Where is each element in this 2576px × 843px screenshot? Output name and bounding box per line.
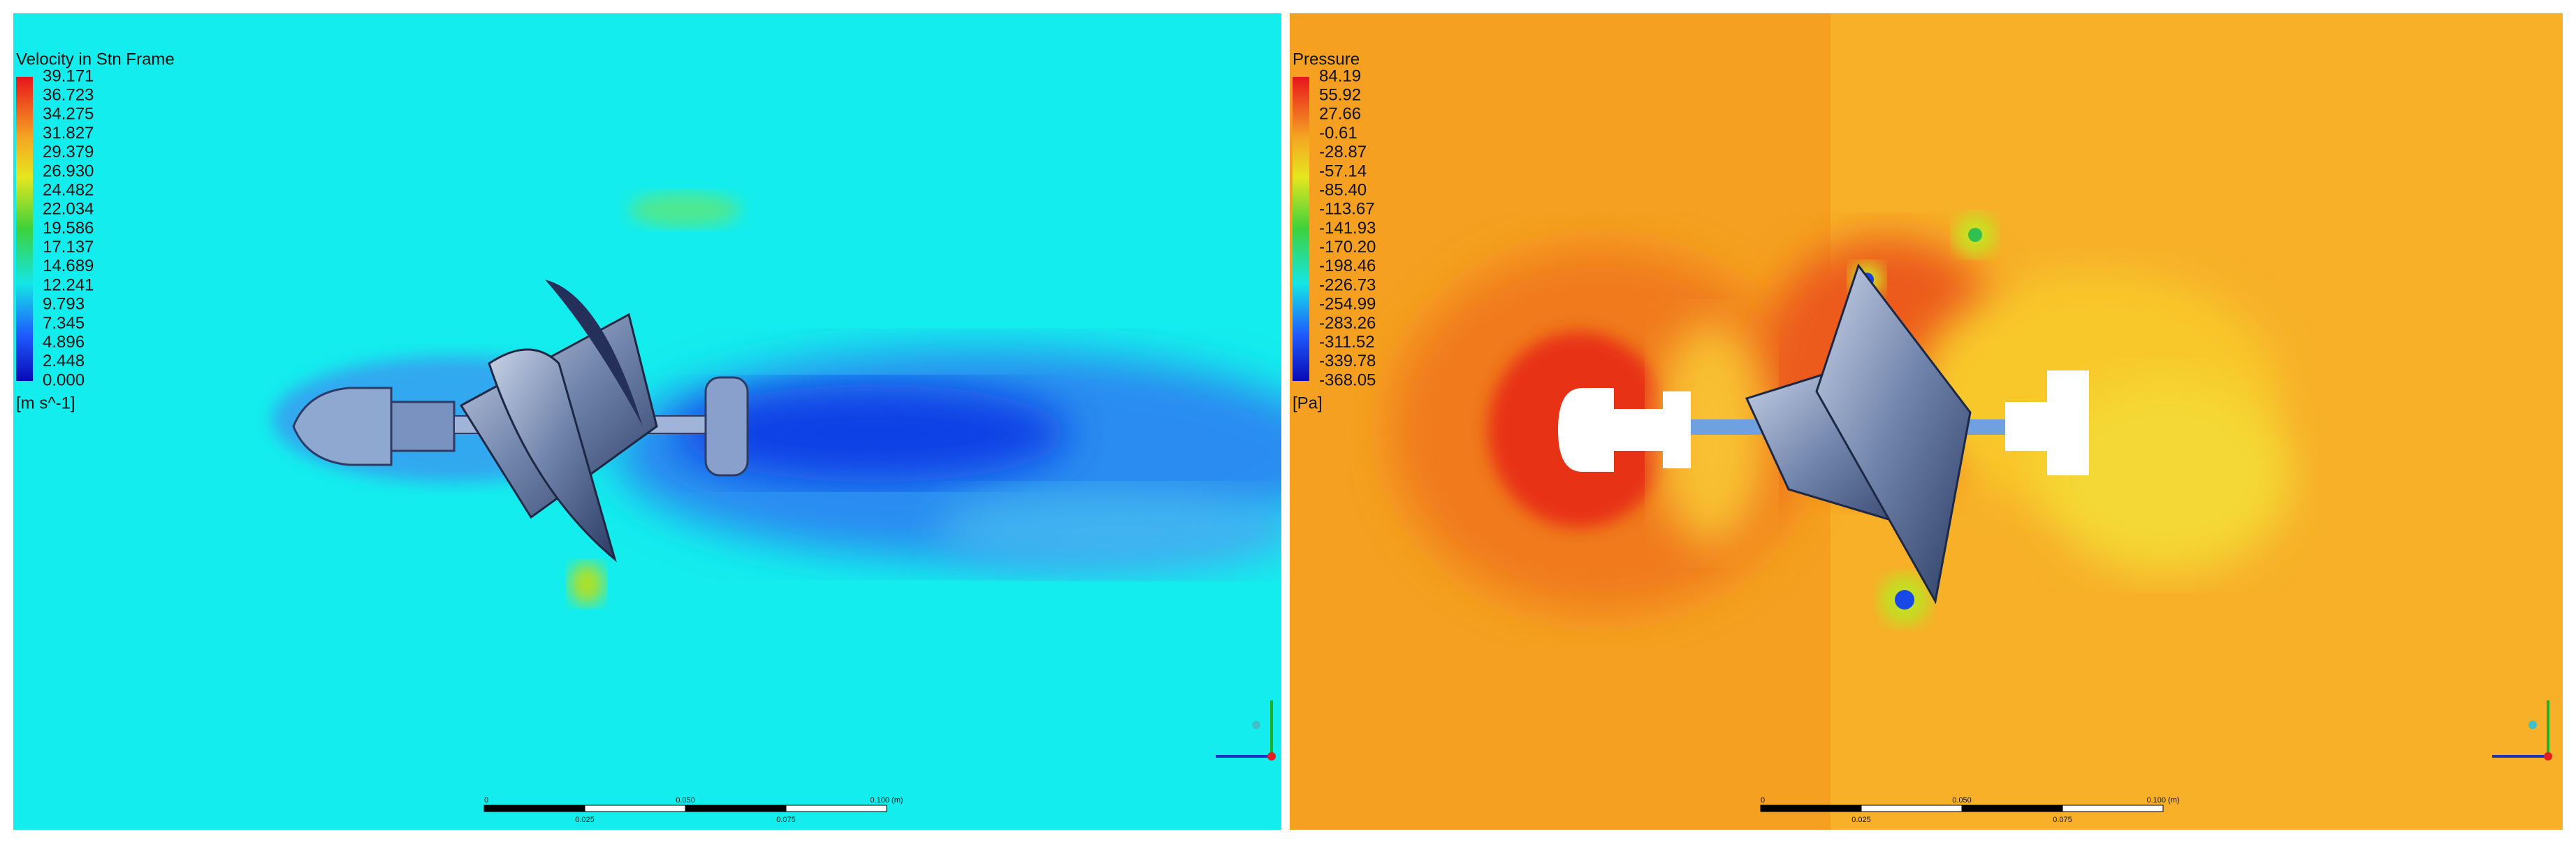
legend: Pressure84.1955.9227.66-0.61-28.87-57.14…: [1293, 50, 1376, 412]
scale-label: 0.050: [676, 796, 695, 805]
axis-origin: [1267, 752, 1276, 761]
legend-unit: [Pa]: [1293, 394, 1323, 412]
velocity-panel: [13, 13, 1281, 830]
legend-value: -141.93: [1319, 219, 1376, 238]
legend-value: -85.40: [1319, 180, 1367, 199]
legend-value: 24.482: [43, 180, 94, 199]
legend-value: 0.000: [43, 370, 85, 389]
legend-value: -198.46: [1319, 257, 1376, 275]
axis-origin: [2544, 752, 2552, 761]
legend-value: -368.05: [1319, 370, 1376, 389]
legend-value: -57.14: [1319, 161, 1367, 180]
legend-value: 31.827: [43, 124, 94, 143]
legend-unit: [m s^-1]: [16, 394, 75, 412]
scale-label: 0.025: [1851, 816, 1871, 824]
legend-value: -339.78: [1319, 352, 1376, 370]
legend-value: 39.171: [43, 66, 94, 85]
scale-label: 0: [484, 796, 488, 805]
legend-value: 22.034: [43, 200, 94, 219]
scale-segment: [483, 805, 585, 812]
legend-value: -226.73: [1319, 275, 1376, 294]
legend-value: 9.793: [43, 295, 85, 314]
legend-value: -311.52: [1319, 333, 1375, 352]
scale-segment: [1961, 805, 2063, 812]
legend-value: 84.19: [1319, 66, 1361, 85]
scale-bar: 0 0.050 0.100 (m) 0.025 0.075: [1760, 796, 2180, 824]
legend-value: 12.241: [43, 275, 94, 294]
legend-value: -283.26: [1319, 314, 1376, 333]
legend-value: -170.20: [1319, 238, 1376, 257]
scale-label: 0.100 (m): [870, 796, 903, 805]
legend: Velocity in Stn Frame39.17136.72334.2753…: [16, 50, 175, 412]
pressure-panel: [1290, 13, 2563, 830]
scale-bar: 0 0.050 0.100 (m) 0.025 0.075: [483, 796, 903, 824]
legend-value: 55.92: [1319, 86, 1361, 105]
legend-value: -0.61: [1319, 124, 1358, 143]
color-bar: [1293, 77, 1309, 381]
legend-value: 7.345: [43, 314, 85, 333]
scale-segment: [2062, 805, 2164, 812]
color-bar: [16, 77, 33, 381]
scale-segment: [685, 805, 787, 812]
legend-value: 19.586: [43, 219, 94, 238]
scale-label: 0: [1761, 796, 1765, 805]
scale-label: 0.100 (m): [2146, 796, 2179, 805]
legend-value: -113.67: [1319, 200, 1375, 219]
legend-value: 36.723: [43, 86, 94, 105]
scale-label: 0.050: [1952, 796, 1972, 805]
legend-value: 14.689: [43, 257, 94, 275]
scale-segment: [785, 805, 887, 812]
axis-z: [1252, 721, 1260, 729]
scale-segment: [1760, 805, 1862, 812]
legend-value: 27.66: [1319, 105, 1361, 124]
legend-value: 26.930: [43, 161, 94, 180]
legend-value: 4.896: [43, 333, 85, 352]
legend-value: 34.275: [43, 105, 94, 124]
scale-segment: [1861, 805, 1963, 812]
legend-value: -28.87: [1319, 143, 1367, 161]
legend-value: 17.137: [43, 238, 94, 257]
scale-segment: [584, 805, 686, 812]
scale-label: 0.025: [575, 816, 595, 824]
legend-value: 2.448: [43, 352, 85, 370]
legend-title: Pressure: [1293, 50, 1360, 69]
legend-value: -254.99: [1319, 295, 1376, 314]
scale-label: 0.075: [2053, 816, 2072, 824]
legend-value: 29.379: [43, 143, 94, 161]
axis-z: [2528, 721, 2537, 729]
scale-label: 0.075: [776, 816, 796, 824]
legend-title: Velocity in Stn Frame: [16, 50, 175, 69]
